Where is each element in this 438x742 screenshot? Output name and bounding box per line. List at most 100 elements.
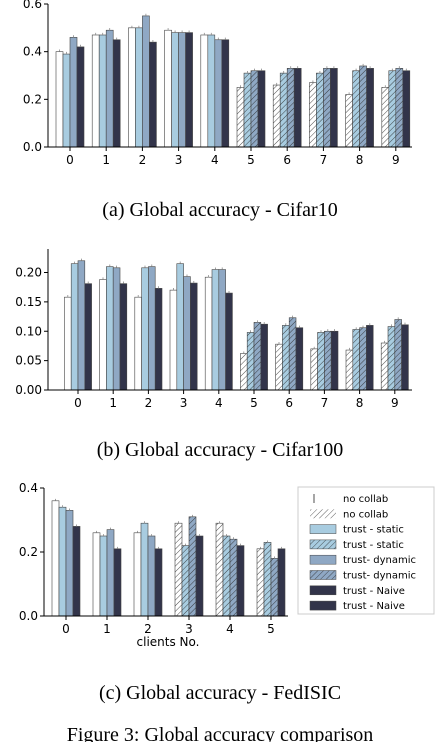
legend-label: trust - static xyxy=(343,540,404,551)
x-tick-label: 4 xyxy=(226,622,234,636)
bar xyxy=(64,296,72,391)
bar-hatch xyxy=(247,332,254,390)
x-tick-label: 0 xyxy=(62,622,70,636)
bar-hatch xyxy=(323,68,331,147)
bar-hatch xyxy=(189,516,196,616)
y-tick-label: 0.15 xyxy=(15,295,42,309)
bar-hatch xyxy=(280,73,288,147)
caption-fedisic: (c) Global accuracy - FedISIC xyxy=(99,682,341,704)
bar xyxy=(51,500,60,617)
bar xyxy=(65,510,74,617)
bar-hatch xyxy=(230,539,237,616)
x-tick-label: 2 xyxy=(139,153,147,167)
y-tick-label: 0.0 xyxy=(23,140,42,154)
bar xyxy=(149,41,157,148)
bar-hatch xyxy=(258,71,265,147)
bar xyxy=(190,282,198,391)
bar-hatch xyxy=(331,331,338,390)
y-tick-label: 0.00 xyxy=(15,383,42,397)
bar xyxy=(178,32,186,148)
x-tick-label: 6 xyxy=(283,153,291,167)
bar xyxy=(106,266,114,391)
bar-hatch xyxy=(402,325,409,390)
bar xyxy=(214,39,223,148)
x-tick-label: 8 xyxy=(356,396,364,410)
bar-hatch xyxy=(296,328,303,390)
bar-hatch xyxy=(275,344,283,390)
x-tick-label: 5 xyxy=(247,153,255,167)
bar xyxy=(204,276,213,391)
bar xyxy=(218,269,226,391)
bar-hatch xyxy=(278,549,285,616)
y-tick-label: 0.0 xyxy=(19,609,38,623)
chart-fedisic: 0.0 0.2 0.4 0 1 2 3 4 5 xyxy=(19,481,288,636)
bar xyxy=(207,34,216,148)
bar xyxy=(171,32,179,148)
bar-hatch xyxy=(395,68,403,147)
bar-hatch xyxy=(237,87,244,147)
caption-cifar10: (a) Global accuracy - Cifar10 xyxy=(102,199,337,221)
bar xyxy=(84,283,92,391)
bar xyxy=(106,529,115,617)
bar-hatch xyxy=(264,542,271,616)
bar xyxy=(211,269,220,391)
legend: no collab no collab trust - static trust - … xyxy=(297,486,435,615)
x-tick-label: 5 xyxy=(250,396,258,410)
bar-hatch xyxy=(257,548,264,616)
y-tick-label: 0.20 xyxy=(15,266,42,280)
bar xyxy=(112,267,121,391)
y-tick-label: 0.2 xyxy=(23,92,42,106)
bar xyxy=(98,34,107,148)
bar xyxy=(69,37,78,148)
bar xyxy=(91,34,100,148)
bar xyxy=(55,51,64,148)
y-tick-label: 0.05 xyxy=(15,354,42,368)
bar-hatch xyxy=(316,73,324,147)
y-tick-label: 0.4 xyxy=(19,481,38,495)
bar-hatch xyxy=(261,324,268,390)
bar-hatch xyxy=(359,327,367,390)
bar xyxy=(77,260,86,391)
chart-cifar100: 0.00 0.05 0.10 0.15 0.20 0 1 2 3 4 5 6 7 8 9 xyxy=(15,249,412,410)
bar-hatch xyxy=(346,350,353,390)
legend-swatch-hatch xyxy=(310,601,336,610)
legend-label: no collab xyxy=(343,509,388,520)
x-tick-label: 9 xyxy=(392,153,400,167)
bar xyxy=(112,39,121,148)
bar xyxy=(99,535,108,617)
x-tick-label: 1 xyxy=(109,396,117,410)
chart-cifar10: 0.0 0.2 0.4 0.6 0 1 2 3 4 5 6 7 8 9 xyxy=(23,0,412,167)
bar-hatch xyxy=(381,343,388,390)
bar xyxy=(169,289,178,391)
y-tick-label: 0.2 xyxy=(19,545,38,559)
legend-swatch-hatch xyxy=(310,570,336,580)
bar-hatch xyxy=(317,332,325,390)
bar xyxy=(221,39,230,148)
x-tick-label: 0 xyxy=(66,153,74,167)
bar xyxy=(185,32,193,148)
x-tick-label: 5 xyxy=(267,622,275,636)
x-tick-label: 4 xyxy=(211,153,219,167)
bar xyxy=(70,263,79,391)
bar-hatch xyxy=(237,546,244,616)
bar xyxy=(133,532,142,617)
x-tick-label: 2 xyxy=(145,396,153,410)
bar xyxy=(76,46,85,148)
legend-swatch xyxy=(309,600,337,611)
x-tick-label: 2 xyxy=(144,622,152,636)
bar xyxy=(105,29,114,148)
x-tick-label: 7 xyxy=(320,153,328,167)
bar-hatch xyxy=(352,70,360,147)
legend-label: trust - Naive xyxy=(343,601,405,612)
x-tick-label: 1 xyxy=(103,622,111,636)
bar-hatch xyxy=(182,545,189,616)
bar xyxy=(154,548,163,617)
bar-hatch xyxy=(287,68,295,147)
bar-hatch xyxy=(254,322,261,390)
x-tick-label: 8 xyxy=(356,153,364,167)
x-tick-label: 3 xyxy=(185,622,193,636)
x-tick-label: 3 xyxy=(180,396,188,410)
bar-hatch xyxy=(289,317,296,390)
bar-hatch xyxy=(251,70,258,147)
legend-swatch xyxy=(309,524,337,534)
